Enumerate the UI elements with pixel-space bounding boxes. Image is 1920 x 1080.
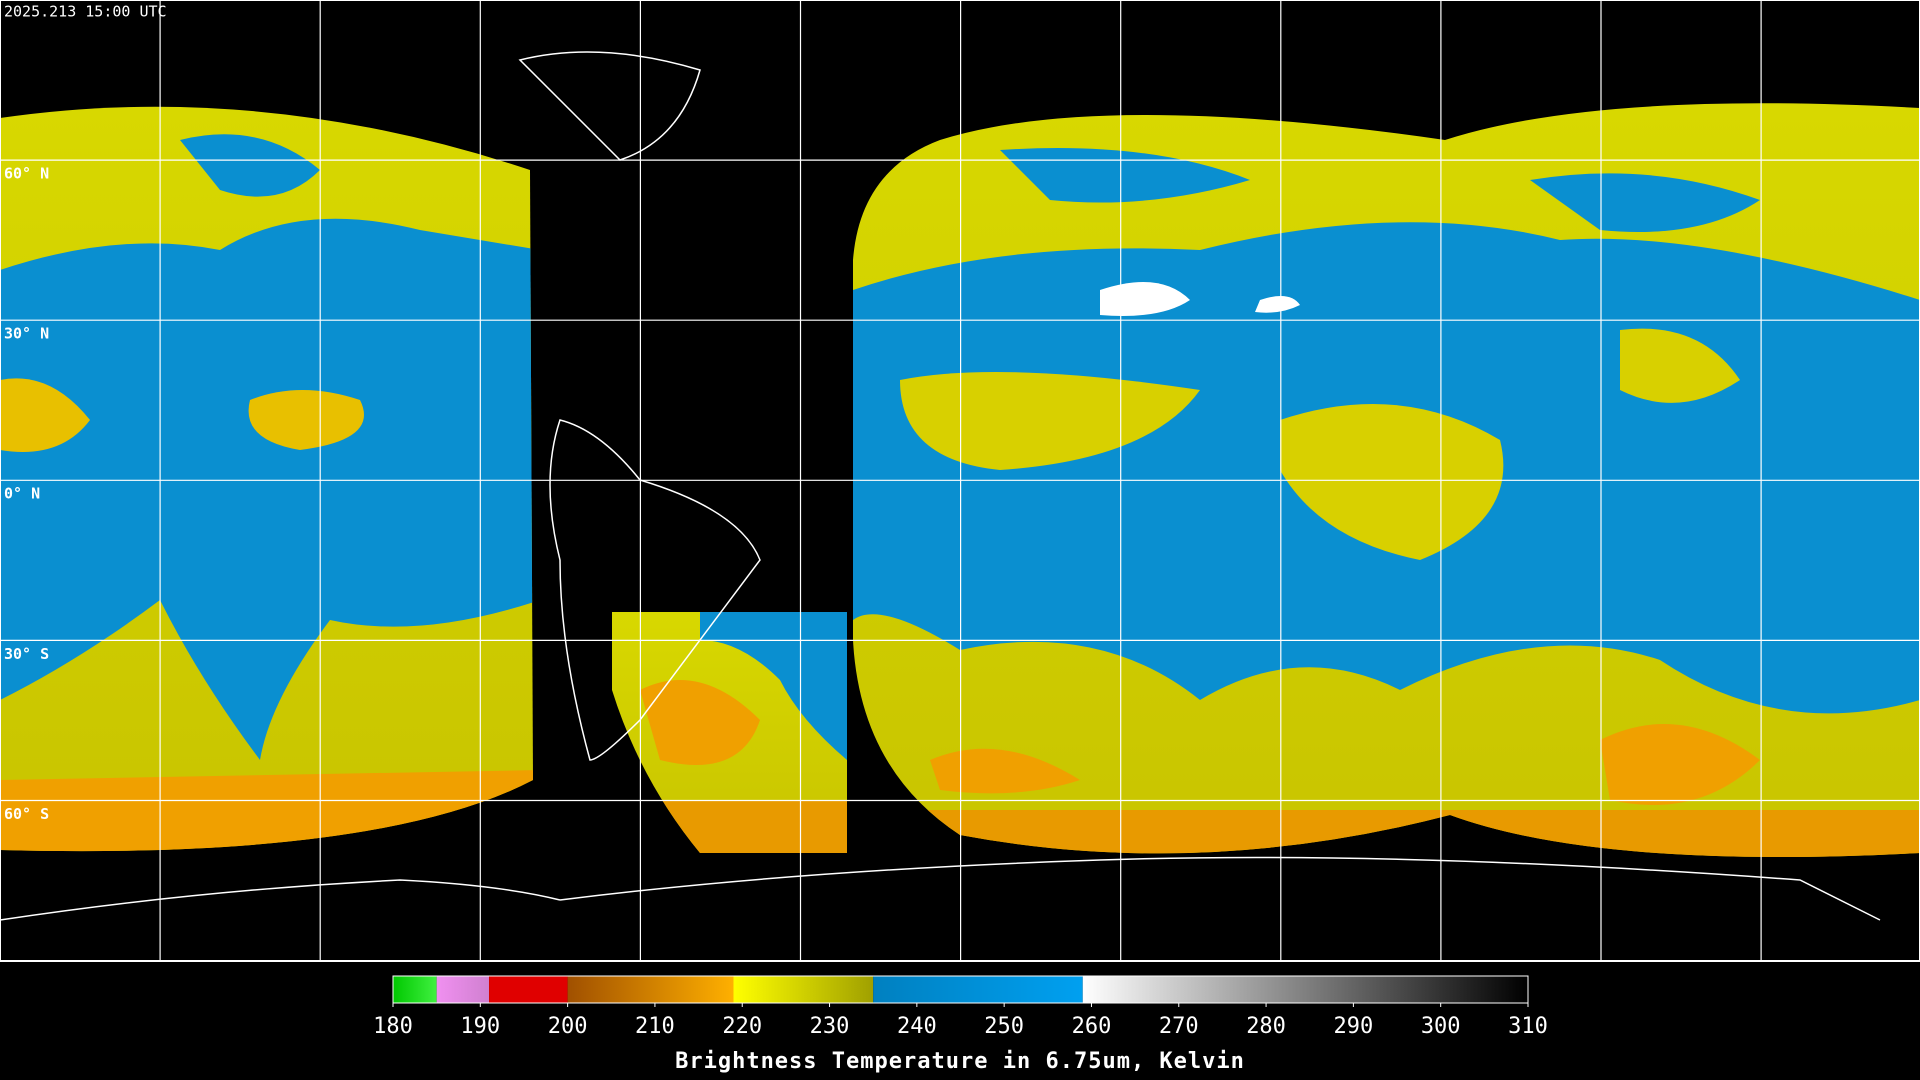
coastline xyxy=(559,856,1881,921)
colorbar-segment xyxy=(393,976,437,1003)
colorbar-tick-label: 300 xyxy=(1421,1014,1461,1039)
east-hemisphere-imagery xyxy=(853,103,1920,858)
latitude-label: 30° S xyxy=(4,645,49,663)
colorbar-segment xyxy=(733,976,874,1003)
colorbar-tick-label: 180 xyxy=(373,1014,413,1039)
coastline xyxy=(518,51,701,161)
latitude-label: 60° S xyxy=(4,805,49,823)
colorbar-tick-label: 240 xyxy=(897,1014,937,1039)
west-hemisphere-imagery xyxy=(0,106,533,852)
colorbar-segment xyxy=(1082,976,1528,1003)
graticule xyxy=(0,0,1920,962)
colorbar-label: Brightness Temperature in 6.75um, Kelvin xyxy=(675,1049,1245,1074)
latitude-label: 60° N xyxy=(4,165,49,183)
colorbar-segment xyxy=(567,976,734,1003)
colorbar-segment xyxy=(873,976,1083,1003)
colorbar-tick-label: 220 xyxy=(722,1014,762,1039)
colorbar-segment xyxy=(489,976,568,1003)
south-america-imagery xyxy=(612,612,847,853)
colorbar-tick-label: 190 xyxy=(460,1014,500,1039)
colorbar: 180 190 200 210 220 230 240 250 260 270 280 290 300 3… xyxy=(373,975,1548,1039)
colorbar-tick-label: 310 xyxy=(1508,1014,1548,1039)
colorbar-tick-label: 250 xyxy=(984,1014,1024,1039)
latitude-label: 30° N xyxy=(4,325,49,343)
colorbar-tick-label: 280 xyxy=(1246,1014,1286,1039)
colorbar-tick-label: 270 xyxy=(1159,1014,1199,1039)
colorbar-tick-label: 230 xyxy=(810,1014,850,1039)
colorbar-frame xyxy=(392,975,1529,1004)
colorbar-tick-label: 210 xyxy=(635,1014,675,1039)
colorbar-segment xyxy=(436,976,490,1003)
colorbar-tick-label: 290 xyxy=(1334,1014,1374,1039)
timestamp: 2025.213 15:00 UTC xyxy=(4,3,167,21)
colorbar-tick-label: 200 xyxy=(548,1014,588,1039)
colorbar-tick-label: 260 xyxy=(1072,1014,1112,1039)
latitude-label: 0° N xyxy=(4,485,40,503)
coastline xyxy=(0,879,561,921)
coastline xyxy=(549,419,761,761)
latitude-labels: 60° N 30° N 0° N 30° S 60° S xyxy=(4,165,49,823)
